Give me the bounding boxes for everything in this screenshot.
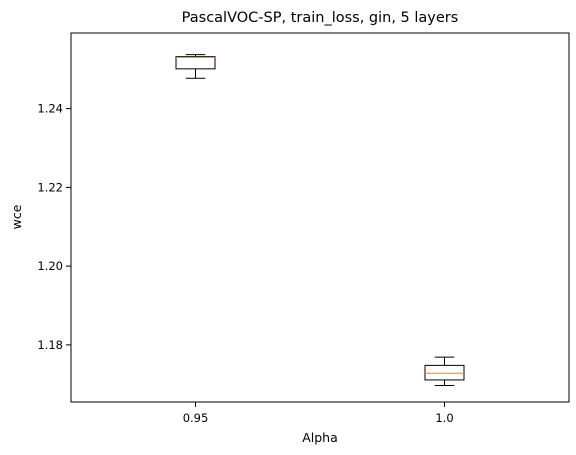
y-axis-label: wce	[9, 204, 24, 229]
y-tick-label: 1.18	[37, 338, 63, 352]
x-tick-label: 0.95	[183, 411, 209, 425]
y-tick-label: 1.20	[37, 259, 63, 273]
box-iqr	[425, 365, 464, 380]
x-tick-label: 1.0	[435, 411, 453, 425]
plot-area: 1.18 1.20 1.22 1.24 0.95 1.0	[37, 55, 464, 425]
axes-frame	[71, 33, 569, 402]
x-axis-label: Alpha	[302, 430, 338, 445]
y-tick-label: 1.22	[37, 180, 63, 194]
y-tick-label: 1.24	[37, 102, 63, 116]
chart-title: PascalVOC-SP, train_loss, gin, 5 layers	[182, 10, 459, 26]
box-iqr	[176, 57, 215, 69]
